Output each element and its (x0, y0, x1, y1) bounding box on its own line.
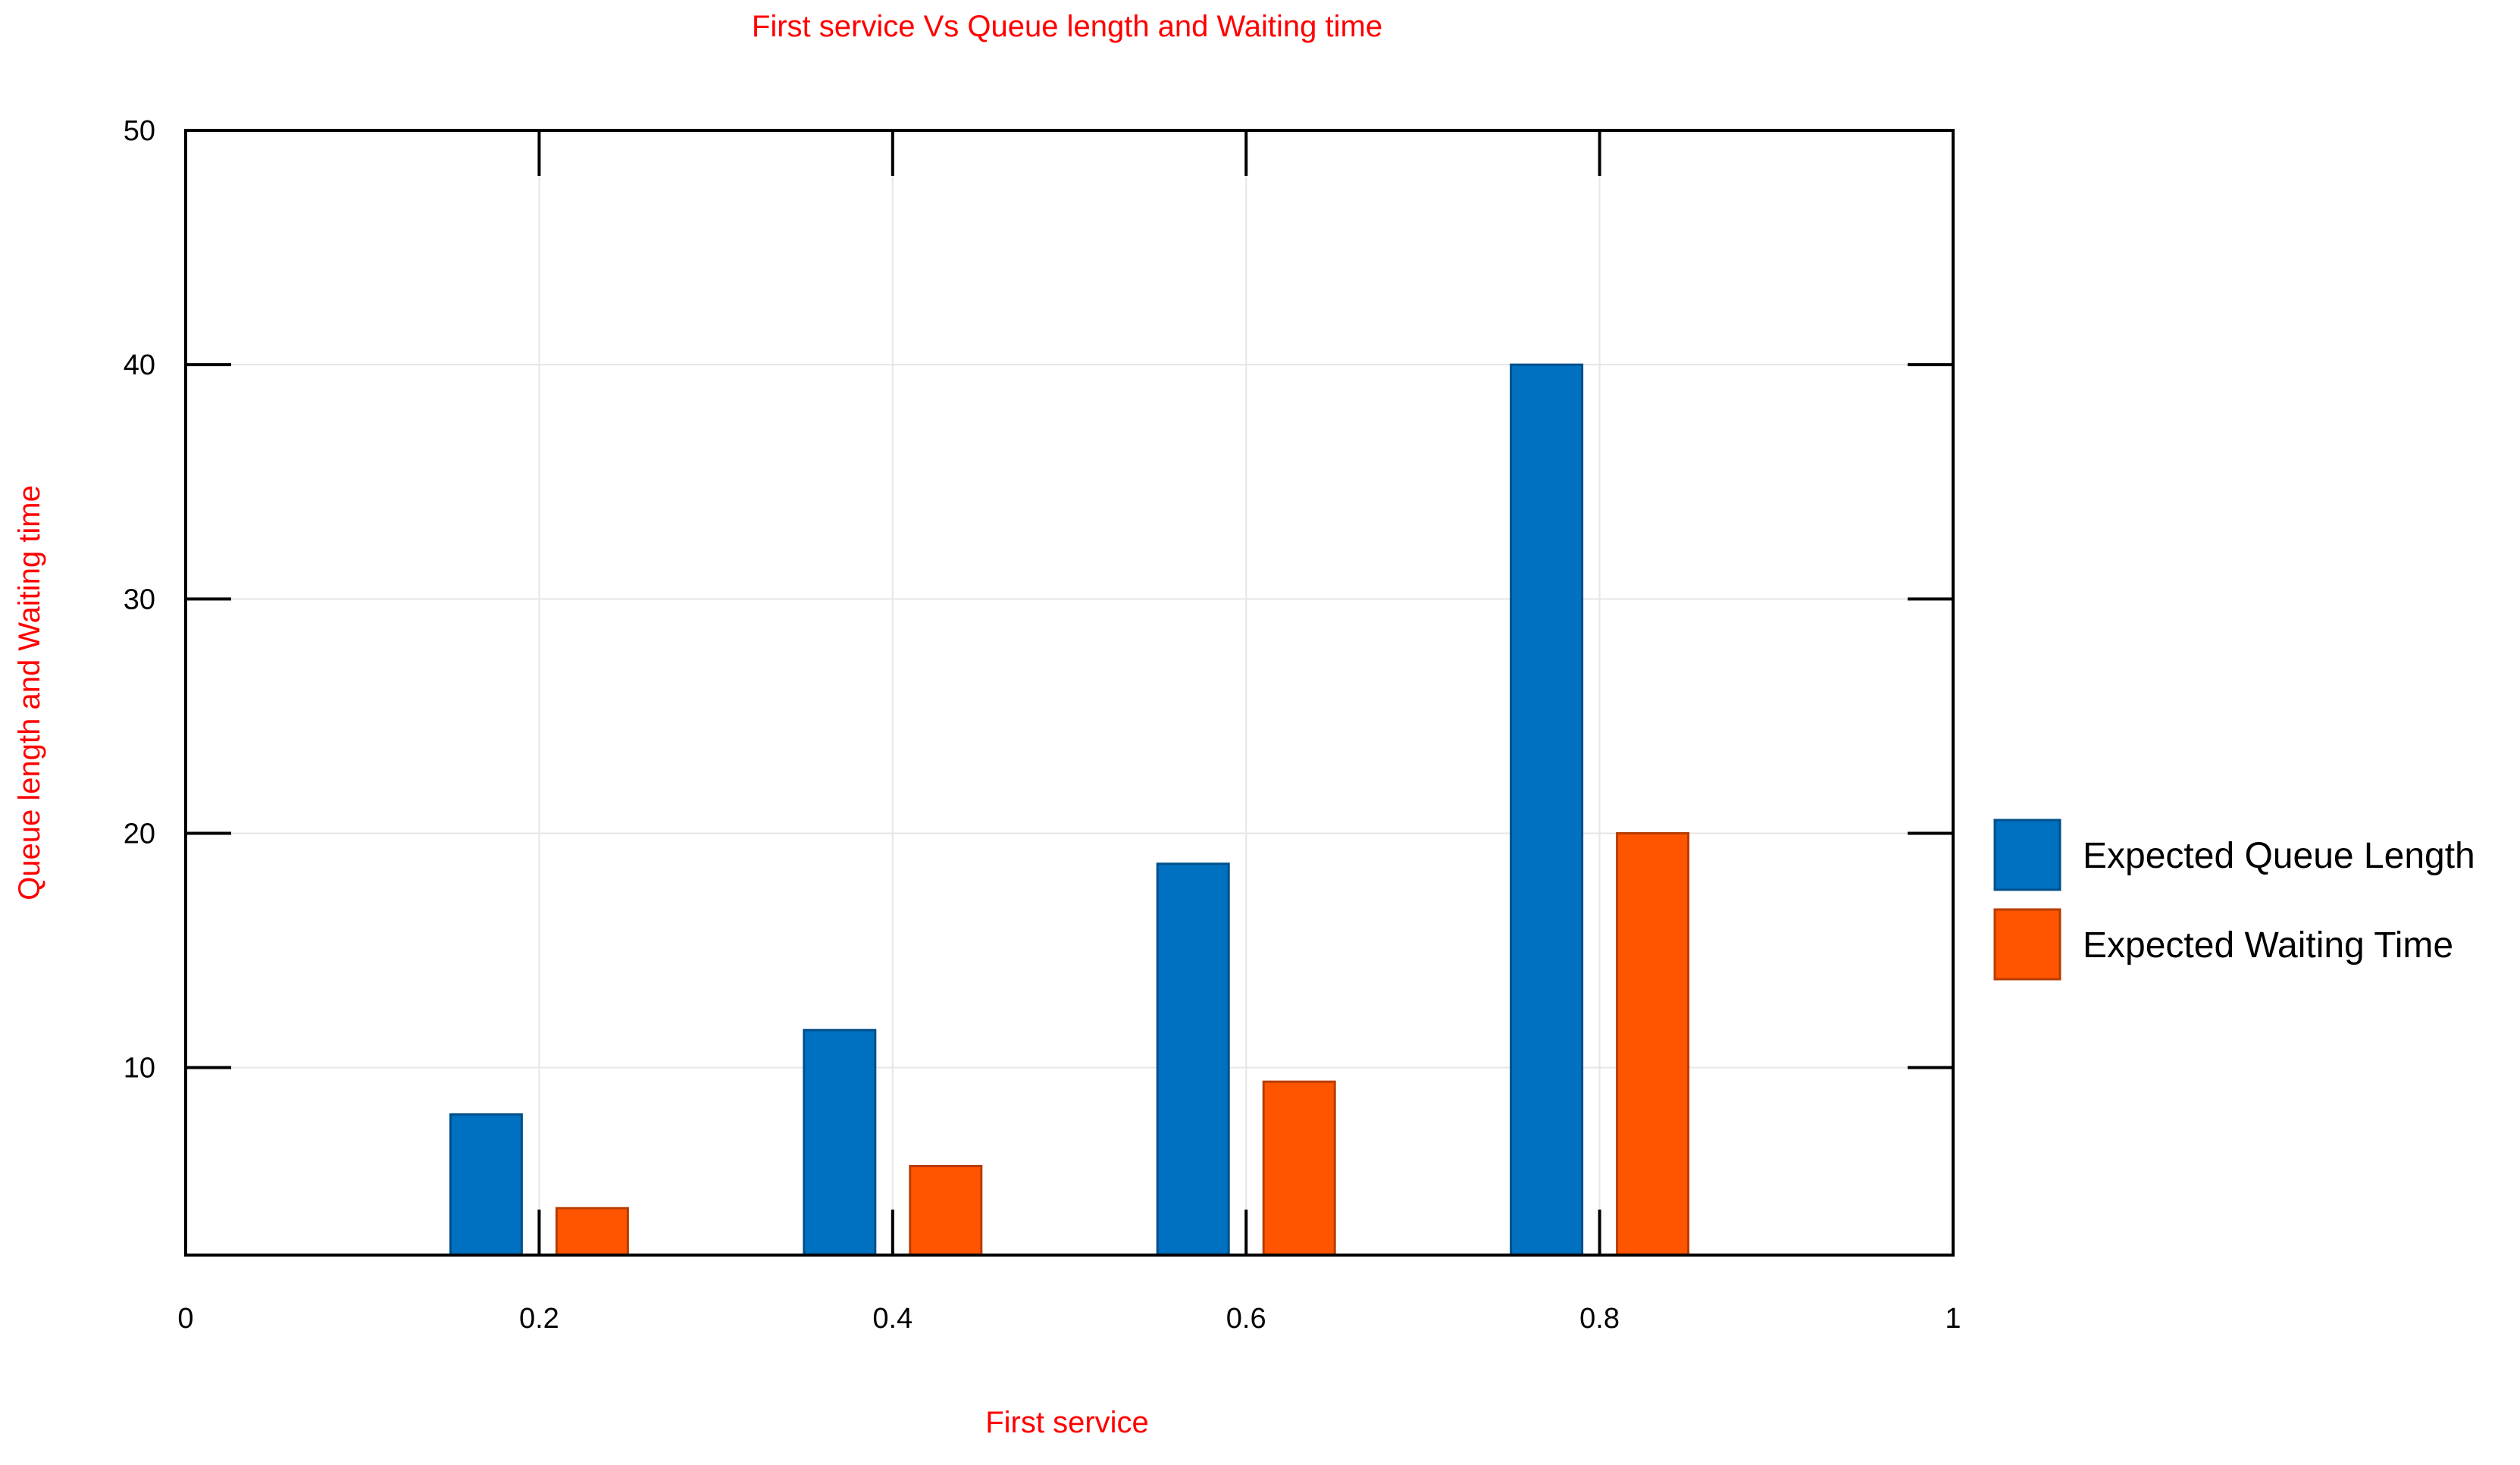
bar-expected-waiting-time (909, 1165, 983, 1257)
y-axis-label: Queue length and Waiting time (13, 485, 46, 900)
y-tick-label: 10 (124, 1053, 155, 1085)
y-tick-labels: 10 20 30 40 50 (124, 115, 155, 1085)
legend-label-queue-length: Expected Queue Length (2083, 836, 2475, 876)
bar-expected-waiting-time (555, 1207, 629, 1257)
bar-expected-waiting-time (1616, 832, 1690, 1257)
x-tick-label: 1 (1945, 1303, 1961, 1335)
bar-expected-queue-length (1156, 862, 1230, 1257)
y-tick-label: 30 (124, 584, 155, 615)
bar-expected-queue-length (1510, 363, 1584, 1257)
y-tick-label: 50 (124, 115, 155, 147)
x-tick-label: 0.8 (1579, 1303, 1620, 1335)
x-tick-label: 0 (177, 1303, 193, 1335)
y-tick-label: 20 (124, 819, 155, 850)
bar-expected-queue-length (449, 1113, 523, 1257)
legend: Expected Queue Length Expected Waiting Ti… (1993, 819, 2475, 981)
y-tick-label: 40 (124, 349, 155, 381)
x-axis-label: First service (985, 1406, 1149, 1439)
x-tick-label: 0.6 (1226, 1303, 1266, 1335)
legend-swatch-waiting-time (1993, 908, 2061, 981)
bars (449, 363, 1690, 1257)
legend-label-waiting-time: Expected Waiting Time (2083, 925, 2453, 966)
chart-title: First service Vs Queue length and Waitin… (752, 10, 1382, 43)
plot-frame (184, 129, 1955, 1257)
x-tick-labels: 0 0.2 0.4 0.6 0.8 1 (177, 1303, 1961, 1335)
axis-ticks (186, 129, 1953, 1255)
legend-swatch-queue-length (1993, 819, 2061, 891)
x-tick-label: 0.4 (872, 1303, 913, 1335)
bar-expected-queue-length (803, 1028, 877, 1257)
x-tick-label: 0.2 (519, 1303, 559, 1335)
bar-expected-waiting-time (1262, 1080, 1336, 1257)
